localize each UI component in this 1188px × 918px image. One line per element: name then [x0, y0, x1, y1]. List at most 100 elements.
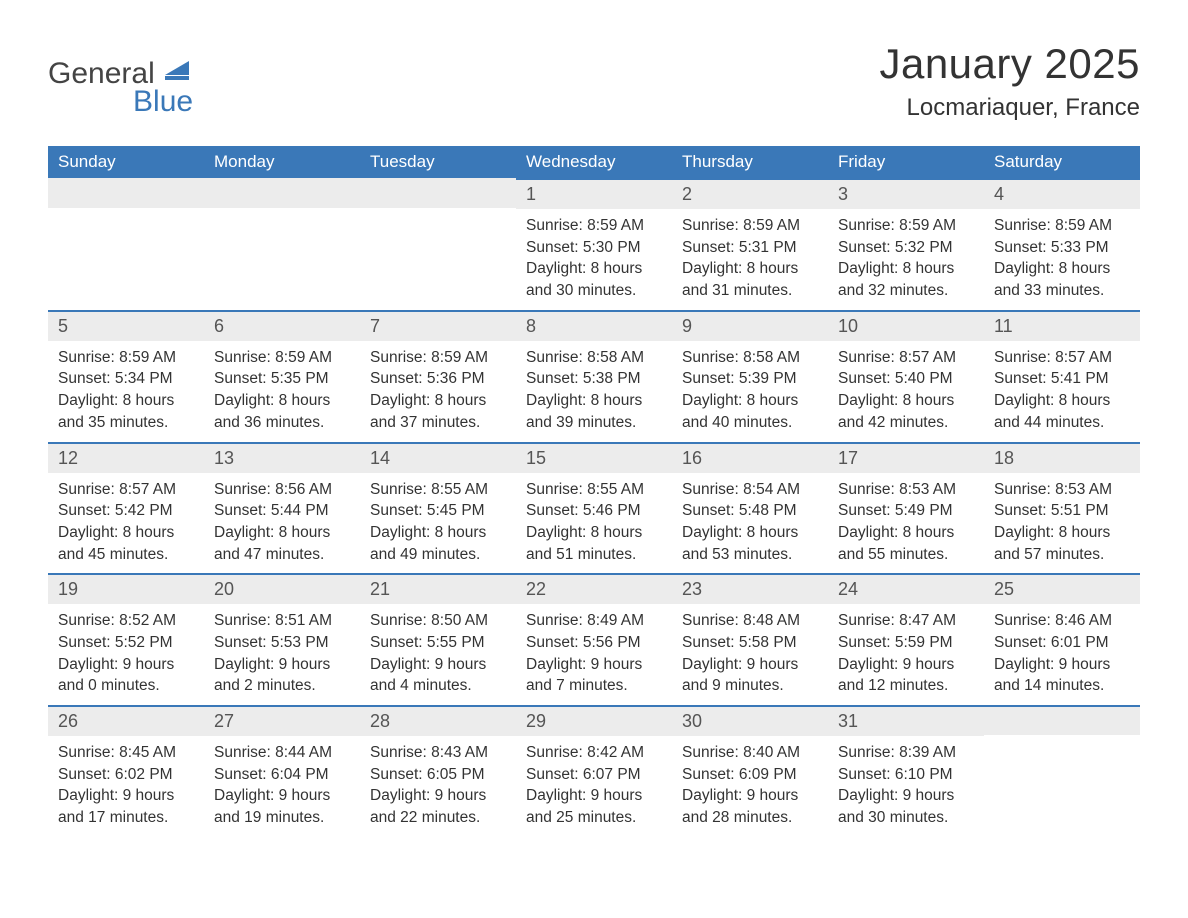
daylight-line: Daylight: 8 hours and 42 minutes.	[838, 390, 974, 433]
day-number: 11	[984, 310, 1140, 341]
day-info: Sunrise: 8:59 AMSunset: 5:35 PMDaylight:…	[204, 341, 360, 442]
sunrise-line: Sunrise: 8:39 AM	[838, 742, 974, 764]
sunset-line: Sunset: 5:48 PM	[682, 500, 818, 522]
sunset-line: Sunset: 5:44 PM	[214, 500, 350, 522]
calendar-cell	[984, 705, 1140, 837]
daylight-line: Daylight: 9 hours and 4 minutes.	[370, 654, 506, 697]
title-block: January 2025 Locmariaquer, France	[879, 40, 1140, 122]
calendar-cell: 5Sunrise: 8:59 AMSunset: 5:34 PMDaylight…	[48, 310, 204, 442]
day-number: 30	[672, 705, 828, 736]
daylight-line: Daylight: 8 hours and 44 minutes.	[994, 390, 1130, 433]
logo-text: General Blue	[48, 58, 193, 117]
sunrise-line: Sunrise: 8:59 AM	[838, 215, 974, 237]
sunset-line: Sunset: 6:10 PM	[838, 764, 974, 786]
sunrise-line: Sunrise: 8:48 AM	[682, 610, 818, 632]
daylight-line: Daylight: 8 hours and 55 minutes.	[838, 522, 974, 565]
sunset-line: Sunset: 5:35 PM	[214, 368, 350, 390]
sunrise-line: Sunrise: 8:56 AM	[214, 479, 350, 501]
day-info: Sunrise: 8:47 AMSunset: 5:59 PMDaylight:…	[828, 604, 984, 705]
day-info: Sunrise: 8:55 AMSunset: 5:46 PMDaylight:…	[516, 473, 672, 574]
daylight-line: Daylight: 9 hours and 17 minutes.	[58, 785, 194, 828]
day-info: Sunrise: 8:51 AMSunset: 5:53 PMDaylight:…	[204, 604, 360, 705]
sunrise-line: Sunrise: 8:59 AM	[370, 347, 506, 369]
day-number: 10	[828, 310, 984, 341]
sunset-line: Sunset: 5:32 PM	[838, 237, 974, 259]
daylight-line: Daylight: 8 hours and 37 minutes.	[370, 390, 506, 433]
flag-icon	[165, 61, 193, 83]
calendar-cell: 1Sunrise: 8:59 AMSunset: 5:30 PMDaylight…	[516, 178, 672, 310]
day-number: 4	[984, 178, 1140, 209]
calendar-cell: 9Sunrise: 8:58 AMSunset: 5:39 PMDaylight…	[672, 310, 828, 442]
sunset-line: Sunset: 5:59 PM	[838, 632, 974, 654]
daylight-line: Daylight: 9 hours and 0 minutes.	[58, 654, 194, 697]
daylight-line: Daylight: 9 hours and 22 minutes.	[370, 785, 506, 828]
sunrise-line: Sunrise: 8:59 AM	[994, 215, 1130, 237]
sunrise-line: Sunrise: 8:50 AM	[370, 610, 506, 632]
calendar-cell: 29Sunrise: 8:42 AMSunset: 6:07 PMDayligh…	[516, 705, 672, 837]
calendar-cell: 7Sunrise: 8:59 AMSunset: 5:36 PMDaylight…	[360, 310, 516, 442]
weekday-header: Tuesday	[360, 146, 516, 178]
calendar-cell: 24Sunrise: 8:47 AMSunset: 5:59 PMDayligh…	[828, 573, 984, 705]
daylight-line: Daylight: 8 hours and 47 minutes.	[214, 522, 350, 565]
day-number: 7	[360, 310, 516, 341]
weekday-header: Monday	[204, 146, 360, 178]
calendar-table: SundayMondayTuesdayWednesdayThursdayFrid…	[48, 146, 1140, 837]
sunrise-line: Sunrise: 8:55 AM	[370, 479, 506, 501]
sunrise-line: Sunrise: 8:57 AM	[994, 347, 1130, 369]
weekday-header: Friday	[828, 146, 984, 178]
sunrise-line: Sunrise: 8:57 AM	[838, 347, 974, 369]
weekday-header: Sunday	[48, 146, 204, 178]
calendar-cell: 11Sunrise: 8:57 AMSunset: 5:41 PMDayligh…	[984, 310, 1140, 442]
day-number: 29	[516, 705, 672, 736]
day-number: 22	[516, 573, 672, 604]
sunrise-line: Sunrise: 8:59 AM	[526, 215, 662, 237]
sunset-line: Sunset: 5:33 PM	[994, 237, 1130, 259]
weekday-header: Thursday	[672, 146, 828, 178]
day-info: Sunrise: 8:49 AMSunset: 5:56 PMDaylight:…	[516, 604, 672, 705]
calendar-cell: 19Sunrise: 8:52 AMSunset: 5:52 PMDayligh…	[48, 573, 204, 705]
sunset-line: Sunset: 5:51 PM	[994, 500, 1130, 522]
day-number: 25	[984, 573, 1140, 604]
calendar-cell: 14Sunrise: 8:55 AMSunset: 5:45 PMDayligh…	[360, 442, 516, 574]
calendar-cell: 25Sunrise: 8:46 AMSunset: 6:01 PMDayligh…	[984, 573, 1140, 705]
weekday-header: Wednesday	[516, 146, 672, 178]
daylight-line: Daylight: 8 hours and 51 minutes.	[526, 522, 662, 565]
daylight-line: Daylight: 8 hours and 45 minutes.	[58, 522, 194, 565]
calendar-cell: 18Sunrise: 8:53 AMSunset: 5:51 PMDayligh…	[984, 442, 1140, 574]
sunrise-line: Sunrise: 8:45 AM	[58, 742, 194, 764]
sunrise-line: Sunrise: 8:59 AM	[214, 347, 350, 369]
sunset-line: Sunset: 5:49 PM	[838, 500, 974, 522]
daylight-line: Daylight: 8 hours and 57 minutes.	[994, 522, 1130, 565]
sunrise-line: Sunrise: 8:59 AM	[58, 347, 194, 369]
calendar-cell: 26Sunrise: 8:45 AMSunset: 6:02 PMDayligh…	[48, 705, 204, 837]
day-info: Sunrise: 8:57 AMSunset: 5:41 PMDaylight:…	[984, 341, 1140, 442]
day-info: Sunrise: 8:48 AMSunset: 5:58 PMDaylight:…	[672, 604, 828, 705]
calendar-cell: 8Sunrise: 8:58 AMSunset: 5:38 PMDaylight…	[516, 310, 672, 442]
sunrise-line: Sunrise: 8:58 AM	[526, 347, 662, 369]
day-info: Sunrise: 8:44 AMSunset: 6:04 PMDaylight:…	[204, 736, 360, 837]
sunset-line: Sunset: 6:01 PM	[994, 632, 1130, 654]
daylight-line: Daylight: 9 hours and 9 minutes.	[682, 654, 818, 697]
day-info: Sunrise: 8:59 AMSunset: 5:30 PMDaylight:…	[516, 209, 672, 310]
weekday-header-row: SundayMondayTuesdayWednesdayThursdayFrid…	[48, 146, 1140, 178]
sunrise-line: Sunrise: 8:40 AM	[682, 742, 818, 764]
sunrise-line: Sunrise: 8:47 AM	[838, 610, 974, 632]
sunset-line: Sunset: 6:02 PM	[58, 764, 194, 786]
day-number: 9	[672, 310, 828, 341]
logo: General Blue	[48, 40, 193, 117]
day-number: 6	[204, 310, 360, 341]
day-info: Sunrise: 8:46 AMSunset: 6:01 PMDaylight:…	[984, 604, 1140, 705]
daylight-line: Daylight: 9 hours and 19 minutes.	[214, 785, 350, 828]
day-number: 5	[48, 310, 204, 341]
calendar-cell: 31Sunrise: 8:39 AMSunset: 6:10 PMDayligh…	[828, 705, 984, 837]
day-number: 28	[360, 705, 516, 736]
day-info: Sunrise: 8:39 AMSunset: 6:10 PMDaylight:…	[828, 736, 984, 837]
calendar-cell: 20Sunrise: 8:51 AMSunset: 5:53 PMDayligh…	[204, 573, 360, 705]
calendar-cell	[360, 178, 516, 310]
sunset-line: Sunset: 5:58 PM	[682, 632, 818, 654]
daylight-line: Daylight: 8 hours and 49 minutes.	[370, 522, 506, 565]
day-number: 19	[48, 573, 204, 604]
calendar-cell: 15Sunrise: 8:55 AMSunset: 5:46 PMDayligh…	[516, 442, 672, 574]
calendar-cell: 28Sunrise: 8:43 AMSunset: 6:05 PMDayligh…	[360, 705, 516, 837]
day-info: Sunrise: 8:59 AMSunset: 5:32 PMDaylight:…	[828, 209, 984, 310]
